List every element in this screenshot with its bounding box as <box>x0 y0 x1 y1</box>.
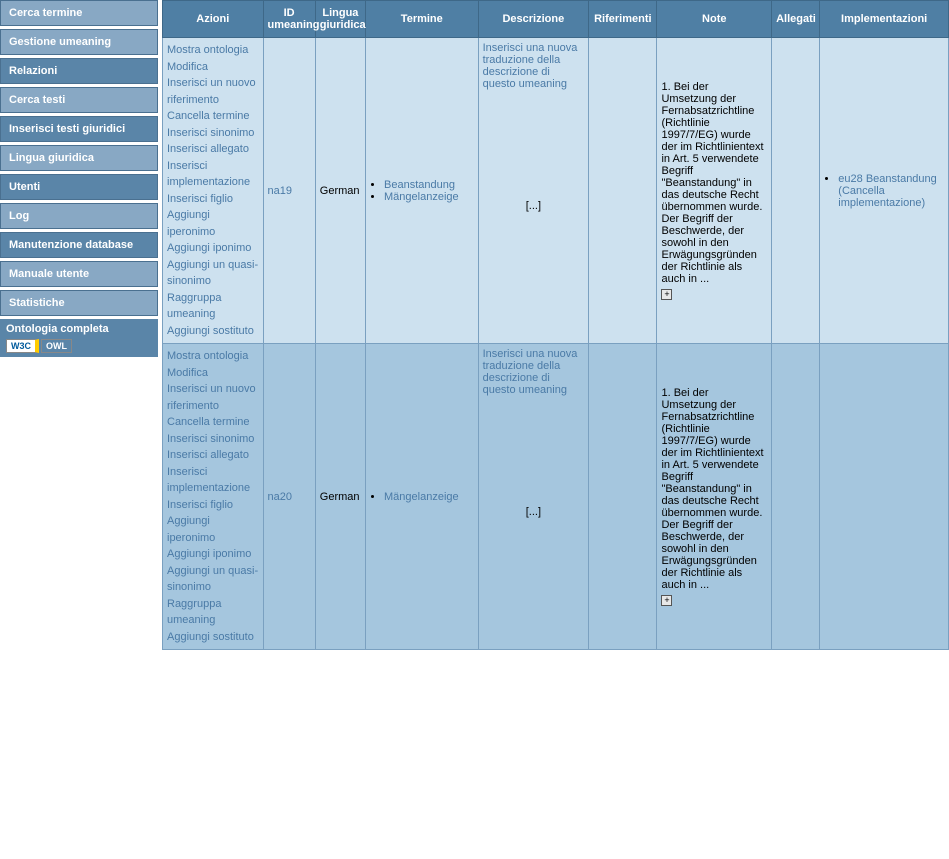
descrizione-ellipsis[interactable]: [...] <box>483 506 585 518</box>
action-link[interactable]: Modifica <box>167 365 259 382</box>
cell-note: 1. Bei der Umsetzung der Fernabsatzricht… <box>657 38 772 344</box>
action-link[interactable]: Inserisci sinonimo <box>167 431 259 448</box>
sidebar-item-4[interactable]: Inserisci testi giuridici <box>0 116 158 142</box>
col-header-descrizione: Descrizione <box>478 1 589 38</box>
sidebar-item-6[interactable]: Utenti <box>0 174 158 200</box>
action-link[interactable]: Mostra ontologia <box>167 42 259 59</box>
action-link[interactable]: Inserisci un nuovo riferimento <box>167 381 259 414</box>
action-link[interactable]: Aggiungi un quasi-sinonimo <box>167 257 259 290</box>
action-link[interactable]: Aggiungi sostituto <box>167 323 259 340</box>
col-header-riferimenti: Riferimenti <box>589 1 657 38</box>
cell-riferimenti <box>589 344 657 650</box>
impl-cancel-link[interactable]: (Cancella implementazione) <box>838 185 925 209</box>
action-link[interactable]: Aggiungi sostituto <box>167 629 259 646</box>
main-content: AzioniID umeaningLingua giuridicaTermine… <box>162 0 949 650</box>
sidebar-item-1[interactable]: Gestione umeaning <box>0 29 158 55</box>
note-text: 1. Bei der Umsetzung der Fernabsatzricht… <box>661 81 767 285</box>
impl-link[interactable]: eu28 Beanstandung <box>838 173 936 185</box>
cell-descrizione: Inserisci una nuova traduzione della des… <box>478 344 589 650</box>
action-link[interactable]: Inserisci figlio <box>167 191 259 208</box>
action-link[interactable]: Raggruppa umeaning <box>167 290 259 323</box>
table-row: Mostra ontologiaModificaInserisci un nuo… <box>163 38 949 344</box>
col-header-termine: Termine <box>366 1 479 38</box>
action-link[interactable]: Inserisci allegato <box>167 447 259 464</box>
cell-descrizione: Inserisci una nuova traduzione della des… <box>478 38 589 344</box>
cell-implementazioni <box>820 344 949 650</box>
sidebar-item-2[interactable]: Relazioni <box>0 58 158 84</box>
cell-lingua: German <box>315 38 365 344</box>
sidebar: Cerca termine Gestione umeaning Relazioni C… <box>0 0 158 650</box>
sidebar-item-7[interactable]: Log <box>0 203 158 229</box>
sidebar-item-3[interactable]: Cerca testi <box>0 87 158 113</box>
action-link[interactable]: Cancella termine <box>167 414 259 431</box>
termine-link[interactable]: Mängelanzeige <box>384 491 459 503</box>
sidebar-ontologia[interactable]: Ontologia completa W3COWL <box>0 319 158 357</box>
action-link[interactable]: Inserisci un nuovo riferimento <box>167 75 259 108</box>
termine-link[interactable]: Mängelanzeige <box>384 191 459 203</box>
sidebar-item-9[interactable]: Manuale utente <box>0 261 158 287</box>
termine-link[interactable]: Beanstandung <box>384 179 455 191</box>
action-link[interactable]: Aggiungi iponimo <box>167 240 259 257</box>
col-header-allegati: Allegati <box>772 1 820 38</box>
id-link[interactable]: na20 <box>268 491 292 503</box>
umeaning-table: AzioniID umeaningLingua giuridicaTermine… <box>162 0 949 650</box>
cell-riferimenti <box>589 38 657 344</box>
cell-azioni: Mostra ontologiaModificaInserisci un nuo… <box>163 344 264 650</box>
col-header-note: Note <box>657 1 772 38</box>
cell-azioni: Mostra ontologiaModificaInserisci un nuo… <box>163 38 264 344</box>
cell-lingua: German <box>315 344 365 650</box>
cell-allegati <box>772 38 820 344</box>
expand-icon[interactable]: + <box>661 289 672 300</box>
descrizione-link[interactable]: Inserisci una nuova traduzione della des… <box>483 42 585 90</box>
action-link[interactable]: Inserisci figlio <box>167 497 259 514</box>
action-link[interactable]: Inserisci implementazione <box>167 158 259 191</box>
sidebar-item-10[interactable]: Statistiche <box>0 290 158 316</box>
col-header-lingua: Lingua giuridica <box>315 1 365 38</box>
cell-note: 1. Bei der Umsetzung der Fernabsatzricht… <box>657 344 772 650</box>
cell-id: na20 <box>263 344 315 650</box>
col-header-implementazioni: Implementazioni <box>820 1 949 38</box>
action-link[interactable]: Aggiungi un quasi-sinonimo <box>167 563 259 596</box>
action-link[interactable]: Aggiungi iperonimo <box>167 513 259 546</box>
cell-allegati <box>772 344 820 650</box>
cell-implementazioni: eu28 Beanstandung (Cancella implementazi… <box>820 38 949 344</box>
action-link[interactable]: Cancella termine <box>167 108 259 125</box>
action-link[interactable]: Inserisci sinonimo <box>167 125 259 142</box>
action-link[interactable]: Inserisci implementazione <box>167 464 259 497</box>
col-header-azioni: Azioni <box>163 1 264 38</box>
sidebar-item-5[interactable]: Lingua giuridica <box>0 145 158 171</box>
cell-termine: BeanstandungMängelanzeige <box>366 38 479 344</box>
descrizione-link[interactable]: Inserisci una nuova traduzione della des… <box>483 348 585 396</box>
id-link[interactable]: na19 <box>268 185 292 197</box>
expand-icon[interactable]: + <box>661 595 672 606</box>
action-link[interactable]: Aggiungi iponimo <box>167 546 259 563</box>
cell-termine: Mängelanzeige <box>366 344 479 650</box>
action-link[interactable]: Mostra ontologia <box>167 348 259 365</box>
action-link[interactable]: Inserisci allegato <box>167 141 259 158</box>
ontologia-label: Ontologia completa <box>6 323 152 335</box>
action-link[interactable]: Aggiungi iperonimo <box>167 207 259 240</box>
action-link[interactable]: Raggruppa umeaning <box>167 596 259 629</box>
descrizione-ellipsis[interactable]: [...] <box>483 200 585 212</box>
sidebar-item-0[interactable]: Cerca termine <box>0 0 158 26</box>
sidebar-item-8[interactable]: Manutenzione database <box>0 232 158 258</box>
col-header-id: ID umeaning <box>263 1 315 38</box>
cell-id: na19 <box>263 38 315 344</box>
action-link[interactable]: Modifica <box>167 59 259 76</box>
w3c-badge: W3C <box>6 339 39 353</box>
table-row: Mostra ontologiaModificaInserisci un nuo… <box>163 344 949 650</box>
owl-badge: OWL <box>41 339 72 353</box>
note-text: 1. Bei der Umsetzung der Fernabsatzricht… <box>661 387 767 591</box>
